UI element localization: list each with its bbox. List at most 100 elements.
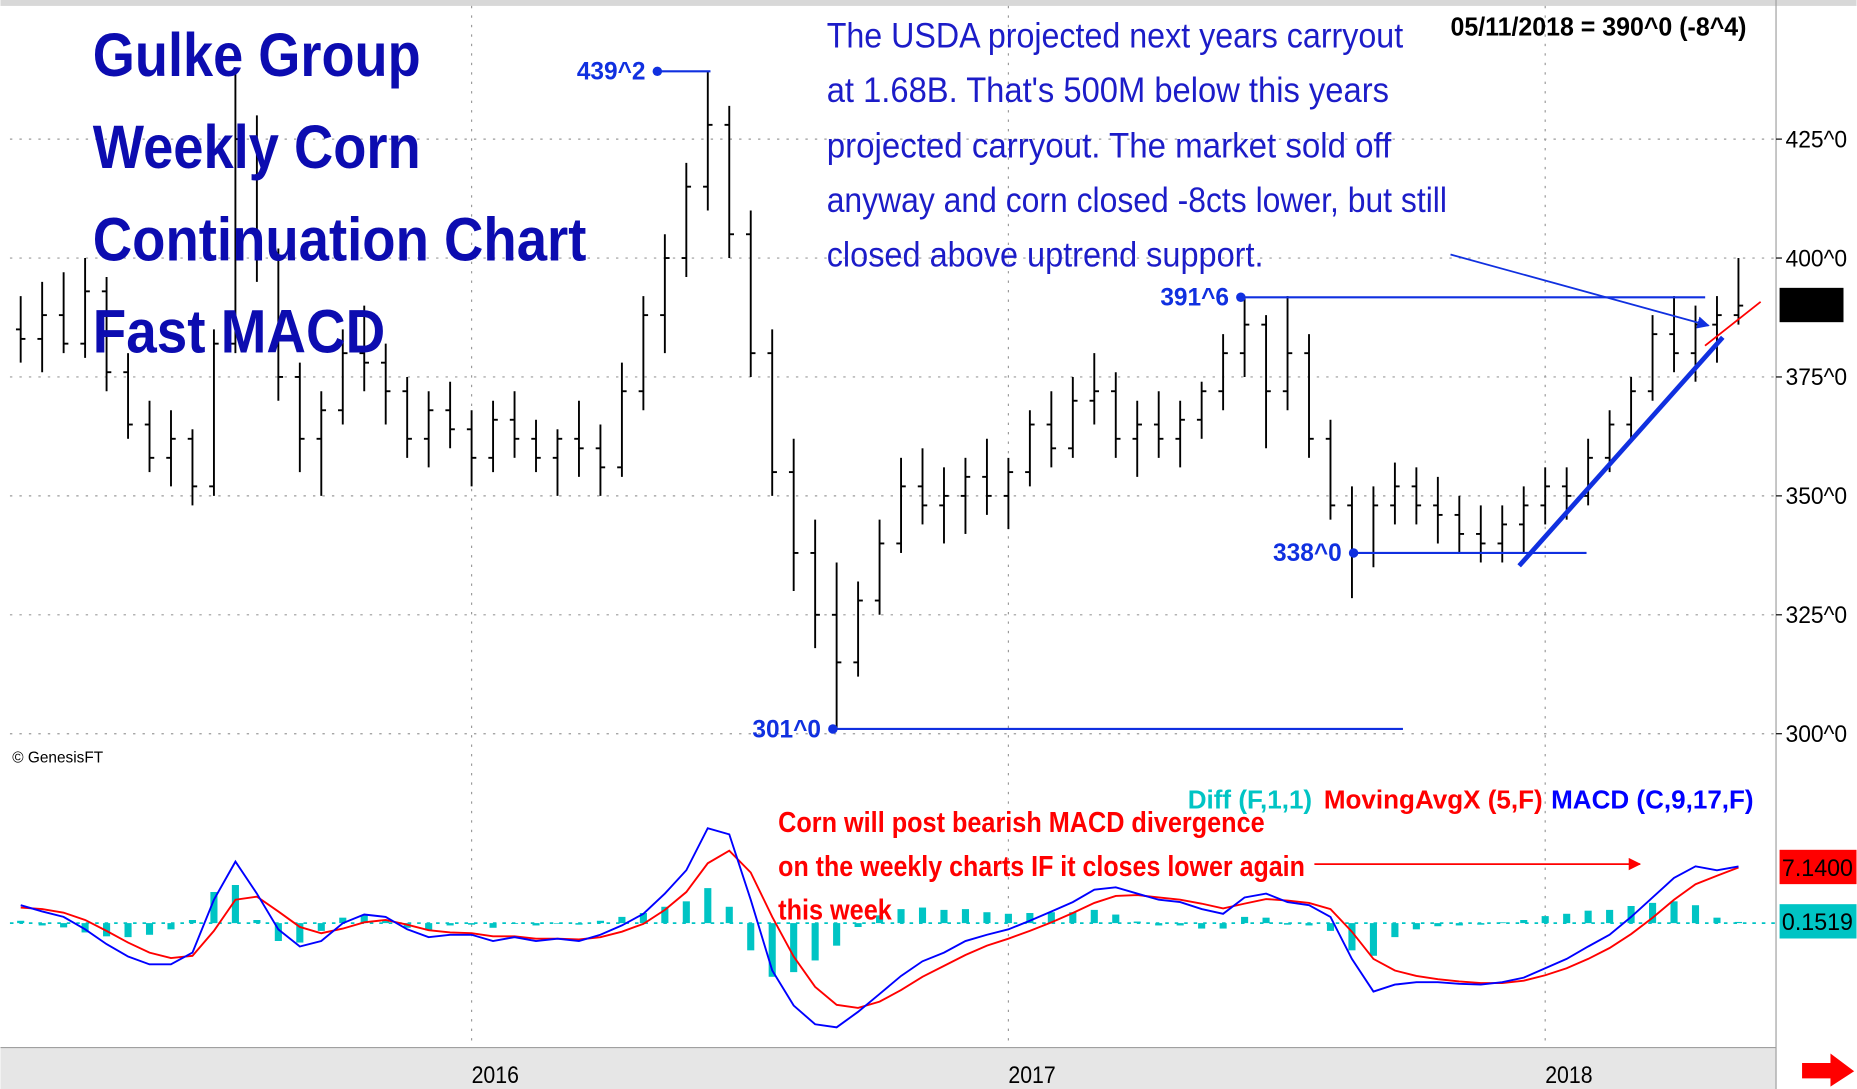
histogram-bar: [1262, 917, 1270, 924]
level-dot: [652, 66, 663, 77]
histogram-bar: [60, 923, 68, 928]
chart-title: Gulke Group: [93, 21, 421, 90]
histogram-bar: [1412, 923, 1420, 930]
histogram-bar: [81, 923, 89, 933]
histogram-bar: [661, 906, 669, 924]
histogram-bar: [1369, 923, 1377, 956]
price-readout-box: [1779, 287, 1844, 323]
histogram-bar: [1434, 923, 1442, 927]
y-tick-label: 350^0: [1785, 484, 1847, 510]
histogram-bar: [833, 923, 841, 946]
histogram-bar: [167, 923, 175, 930]
histogram-bar: [1283, 923, 1292, 925]
histogram-bar: [725, 906, 733, 924]
histogram-bar: [532, 923, 540, 926]
y-tick-label: 375^0: [1785, 365, 1847, 391]
y-tick-label: 425^0: [1785, 127, 1847, 153]
histogram-bar: [876, 915, 884, 924]
histogram-bar: [274, 923, 282, 942]
histogram-bar: [103, 923, 111, 937]
histogram-bar: [918, 907, 927, 924]
histogram-bar: [1627, 906, 1635, 924]
level-label: 338^0: [1273, 540, 1342, 567]
annotation-text: at 1.68B. That's 500M below this years: [827, 70, 1389, 110]
histogram-bar: [124, 923, 132, 938]
histogram-bar: [1498, 922, 1506, 924]
histogram-bar: [553, 923, 562, 924]
macd-annotation: Corn will post bearish MACD divergence: [778, 807, 1264, 839]
macd-annotation: on the weekly charts IF it closes lower …: [778, 851, 1305, 883]
copyright: © GenesisFT: [12, 749, 103, 766]
histogram-bar: [1391, 923, 1399, 938]
annotation-layer: 390^0 439^2 391^6 338^0 301^0 0.1519 Diff (F,1…: [577, 59, 1857, 1087]
note-arrow: [1450, 253, 1710, 329]
histogram-bar: [1584, 910, 1592, 924]
histogram-bar: [811, 923, 819, 961]
indicator-readout-box: [1779, 904, 1857, 939]
histogram-bar: [1455, 923, 1463, 926]
histogram-bar: [17, 920, 25, 924]
histogram-bar: [188, 920, 197, 924]
x-tick-label: 2017: [1008, 1063, 1055, 1089]
histogram-bar: [446, 923, 454, 926]
level-label: 439^2: [577, 59, 646, 86]
histogram-bar: [1219, 923, 1227, 929]
histogram-bar: [1606, 909, 1614, 924]
histogram-bar: [1520, 920, 1528, 924]
histogram-bar: [1305, 923, 1313, 926]
x-axis-band: [0, 1047, 1777, 1089]
histogram-bar: [1670, 901, 1678, 924]
grid-layer: 300^0 325^0 350^0 375^0 400^0 425^0 2016 2017 20…: [9, 5, 1847, 1089]
histogram-bar: [339, 917, 347, 924]
histogram-bar: [1348, 923, 1356, 951]
y-tick-label: 400^0: [1785, 246, 1847, 272]
histogram-bar: [382, 920, 390, 924]
histogram-bar: [940, 909, 948, 924]
histogram-bar: [38, 923, 46, 926]
histogram-bar: [1563, 913, 1571, 924]
y-tick-label: 325^0: [1785, 603, 1847, 629]
histogram-bar: [618, 916, 626, 924]
histogram-bar: [639, 913, 647, 924]
histogram-bar: [768, 923, 776, 977]
price-header: 05/11/2018 = 390^0 (-8^4): [1451, 12, 1747, 42]
indicator-readout: 0.1519: [1782, 910, 1853, 936]
histogram-bar: [425, 923, 433, 931]
histogram-bar: [231, 884, 239, 924]
histogram-bar: [1691, 905, 1700, 924]
macd-annotation: this week: [778, 895, 892, 927]
histogram-bar: [1326, 923, 1335, 931]
chart-title: Continuation Chart: [93, 205, 587, 274]
histogram-bar: [360, 915, 368, 924]
x-tick-label: 2016: [472, 1063, 519, 1089]
histogram-bar: [145, 923, 154, 935]
histogram-bar: [1734, 921, 1743, 924]
histogram-bar: [1069, 912, 1077, 924]
top-strip: [0, 0, 1857, 6]
histogram-bar: [1541, 916, 1549, 924]
annotation-text: projected carryout. The market sold off: [827, 125, 1392, 165]
histogram-bar: [1241, 916, 1249, 924]
legend-entry: Diff (F,1,1): [1188, 784, 1312, 814]
macd-line: [20, 827, 1739, 1029]
histogram-bar: [1176, 923, 1184, 926]
indicator-readout: 7.1400: [1782, 856, 1853, 882]
annotation-text: The USDA projected next years carryout: [827, 15, 1404, 55]
histogram-bar: [1713, 917, 1721, 924]
histogram-bar: [1047, 912, 1055, 924]
chart-title: Weekly Corn: [93, 113, 421, 182]
histogram-bar: [1026, 913, 1034, 924]
histogram-bar: [1112, 914, 1120, 924]
histogram-bar: [897, 909, 905, 924]
level-label: 391^6: [1160, 285, 1229, 312]
annotation-text: closed above uptrend support.: [827, 234, 1264, 274]
legend-entry: MACD (C,9,17,F): [1551, 784, 1753, 814]
y-tick-label: 300^0: [1785, 722, 1847, 748]
histogram-bar: [747, 923, 755, 951]
uptrend-line: [1517, 335, 1725, 568]
histogram-bar: [1477, 923, 1485, 925]
histogram-bar: [1133, 921, 1141, 924]
histogram-bar: [296, 923, 304, 943]
histogram-bar: [682, 901, 690, 924]
